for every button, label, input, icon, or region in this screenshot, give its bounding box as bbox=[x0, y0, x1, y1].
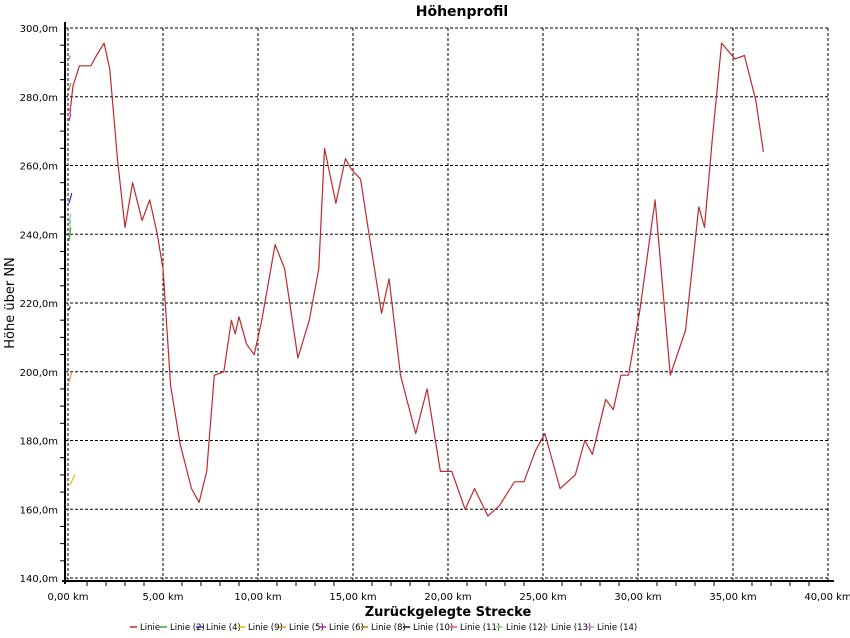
y-tick-label: 200,0m bbox=[20, 368, 58, 379]
y-tick-label: 280,0m bbox=[20, 93, 58, 104]
series-line bbox=[68, 306, 71, 311]
legend-entry: Linie (8) bbox=[371, 623, 406, 633]
y-tick-label: 160,0m bbox=[20, 505, 58, 516]
legend-entry: Linie (5) bbox=[289, 623, 324, 633]
x-tick-label: 15,00 km bbox=[329, 592, 376, 603]
legend-entry: Linie (13) bbox=[551, 623, 591, 633]
legend-entry: Linie (2) bbox=[170, 623, 205, 633]
y-tick-label: 140,0m bbox=[20, 574, 58, 585]
x-tick-label: 5,00 km bbox=[143, 592, 184, 603]
x-tick-label: 35,00 km bbox=[709, 592, 756, 603]
x-tick-label: 10,00 km bbox=[234, 592, 281, 603]
x-tick-label: 0,00 km bbox=[48, 592, 89, 603]
legend-entry: Linie (12) bbox=[506, 623, 546, 633]
series-line bbox=[69, 42, 764, 517]
x-tick-label: 25,00 km bbox=[519, 592, 566, 603]
y-tick-label: 180,0m bbox=[20, 437, 58, 448]
y-tick-label: 260,0m bbox=[20, 162, 58, 173]
legend-entry: Linie (4) bbox=[206, 623, 241, 633]
y-axis-label: Höhe über NN bbox=[3, 257, 18, 349]
y-tick-label: 300,0m bbox=[20, 24, 58, 35]
chart-title: Höhenprofil bbox=[416, 4, 508, 20]
series-line bbox=[68, 213, 72, 225]
x-tick-label: 20,00 km bbox=[424, 592, 471, 603]
series-line bbox=[68, 227, 72, 242]
legend-entry: Linie (14) bbox=[597, 623, 637, 633]
series-line bbox=[68, 113, 72, 121]
series-line bbox=[68, 371, 73, 383]
series-line bbox=[68, 220, 72, 235]
legend-entry: Linie (10) bbox=[413, 623, 453, 633]
series-line bbox=[69, 474, 76, 486]
y-tick-label: 220,0m bbox=[20, 299, 58, 310]
series-line bbox=[68, 192, 73, 204]
series-line bbox=[68, 55, 71, 60]
x-tick-label: 40,00 km bbox=[804, 592, 850, 603]
y-tick-label: 240,0m bbox=[20, 230, 58, 241]
series-line bbox=[68, 82, 72, 91]
x-tick-label: 30,00 km bbox=[614, 592, 661, 603]
legend-entry: Linie (9) bbox=[248, 623, 283, 633]
legend-entry: Linie (6) bbox=[329, 623, 364, 633]
x-axis-label: Zurückgelegte Strecke bbox=[365, 605, 532, 620]
legend-entry: Linie bbox=[140, 623, 160, 633]
legend-entry: Linie (11) bbox=[460, 623, 500, 633]
series-line bbox=[68, 106, 71, 111]
